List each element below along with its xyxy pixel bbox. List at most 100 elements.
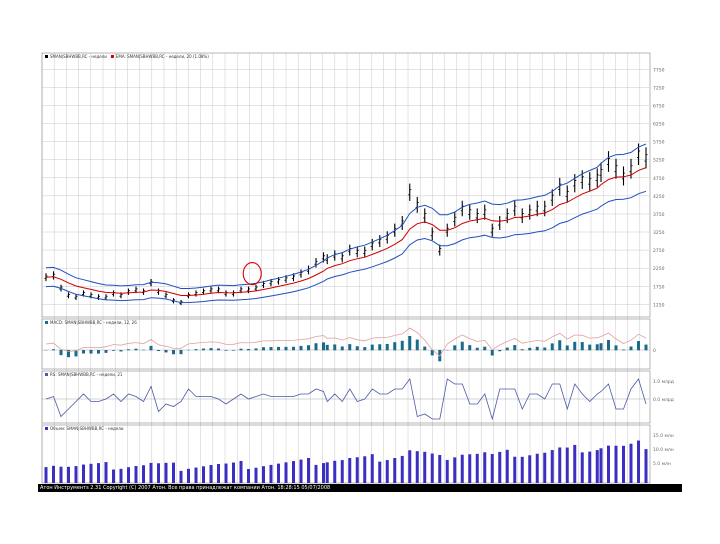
macd-bar: [607, 340, 610, 351]
volume-bar: [498, 451, 502, 483]
macd-panel-border: [41, 318, 651, 370]
macd-bar: [629, 346, 633, 351]
y-tick-label: 5250: [653, 158, 665, 164]
volume-bar: [224, 463, 228, 483]
volume-bar: [528, 455, 532, 483]
macd-bar: [468, 345, 472, 351]
volume-tick-label: 5.0 млн: [653, 461, 671, 467]
macd-bar: [513, 345, 517, 351]
volume-bar: [149, 462, 153, 483]
legend-label: SMAN|SBHWBB,RC - недели: [50, 54, 107, 59]
macd-bar: [475, 347, 479, 351]
macd-bar: [149, 345, 153, 351]
macd-bar: [348, 344, 352, 351]
volume-bar: [292, 461, 295, 483]
macd-bar: [194, 349, 198, 351]
macd-bar: [322, 342, 325, 351]
highlight-circle: [242, 262, 262, 286]
legend-swatch: [45, 321, 48, 324]
legend-swatch: [110, 55, 114, 58]
macd-bar: [142, 349, 145, 351]
macd-bar: [363, 347, 367, 351]
volume-bar: [520, 456, 524, 483]
macd-bar: [262, 347, 265, 351]
volume-bar: [314, 464, 318, 483]
macd-bar: [112, 350, 115, 351]
macd-bar: [644, 344, 648, 351]
macd-bar: [333, 344, 337, 351]
volume-tick-label: 15.0 млн: [653, 433, 674, 439]
volume-bar: [505, 449, 509, 483]
volume-bar: [209, 465, 213, 483]
volume-bar: [202, 466, 205, 483]
volume-bar: [475, 453, 479, 483]
macd-bar: [408, 336, 412, 351]
macd-bar: [430, 350, 434, 356]
volume-bar: [59, 466, 63, 483]
rsi-line: [45, 378, 647, 421]
volume-panel: [44, 440, 648, 483]
volume-bar: [187, 468, 190, 483]
macd-bar: [595, 344, 599, 351]
macd-bar: [254, 348, 258, 351]
y-tick-label: 3250: [653, 230, 665, 236]
volume-bar: [595, 450, 599, 483]
volume-bar: [97, 463, 100, 483]
volume-bar: [535, 453, 539, 483]
y-tick-label: 6250: [653, 122, 665, 128]
macd-bar: [179, 350, 183, 355]
macd-bar: [378, 344, 382, 351]
macd-bar: [400, 340, 404, 351]
macd-bar: [74, 350, 78, 357]
vol-panel-border: [41, 424, 651, 484]
macd-bar: [580, 342, 584, 351]
volume-bar: [164, 462, 168, 483]
macd-bar: [299, 345, 303, 351]
volume-bar: [644, 449, 648, 483]
volume-bar: [483, 452, 487, 483]
macd-bar: [325, 344, 329, 351]
volume-bar: [622, 445, 625, 483]
macd-bar: [119, 350, 123, 352]
volume-bar: [217, 464, 220, 483]
macd-bar: [599, 343, 603, 351]
macd-bar: [247, 348, 250, 351]
volume-bar: [573, 444, 577, 483]
volume-bar: [284, 462, 288, 483]
volume-bar: [385, 460, 389, 483]
volume-bar: [348, 458, 352, 483]
macd-bar: [535, 346, 539, 351]
macd-bar: [307, 345, 310, 351]
volume-bar: [322, 463, 325, 483]
macd-bar: [453, 345, 457, 351]
macd-bar: [550, 343, 554, 351]
legend-label: RS: SMAN|SBHWBB,RC - недели, 21: [50, 372, 123, 377]
volume-bar: [194, 467, 198, 483]
volume-bar: [307, 458, 310, 483]
volume-bar: [299, 459, 303, 483]
volume-bar: [355, 457, 359, 483]
volume-bar: [67, 466, 70, 483]
volume-bar: [565, 447, 569, 483]
macd-bar: [172, 350, 175, 355]
volume-bar: [157, 463, 160, 483]
volume-bar: [239, 461, 243, 483]
volume-bar: [629, 443, 633, 483]
rsi-tick-label: 0.0 млрд: [653, 397, 674, 403]
volume-bar: [74, 466, 78, 483]
macd-bar: [370, 344, 374, 351]
macd-bar: [490, 350, 494, 356]
legend-layer: SMAN|SBHWBB,RC - недели EMA: SMAN|SBHWBB,…: [45, 54, 209, 431]
macd-bar: [498, 350, 502, 352]
volume-tick-label: 10.0 млн: [653, 447, 674, 453]
rsi-panel: [42, 378, 650, 421]
volume-bar: [393, 458, 397, 483]
macd-bar: [224, 350, 228, 351]
volume-bar: [423, 451, 427, 483]
macd-bar: [622, 349, 625, 351]
grid-layer: [41, 52, 651, 484]
macd-bar: [314, 343, 318, 351]
volume-bar: [232, 462, 235, 483]
macd-panel: [42, 327, 650, 362]
y-tick-label: 2750: [653, 248, 665, 254]
